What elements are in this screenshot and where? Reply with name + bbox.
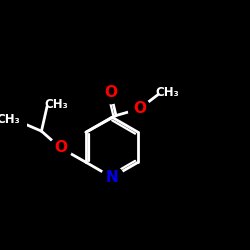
Text: O: O	[104, 85, 117, 100]
Text: CH₃: CH₃	[0, 113, 20, 126]
Text: CH₃: CH₃	[156, 86, 180, 99]
Text: O: O	[54, 140, 67, 155]
Text: CH₃: CH₃	[44, 98, 68, 111]
Text: O: O	[133, 101, 146, 116]
Text: N: N	[106, 170, 118, 185]
